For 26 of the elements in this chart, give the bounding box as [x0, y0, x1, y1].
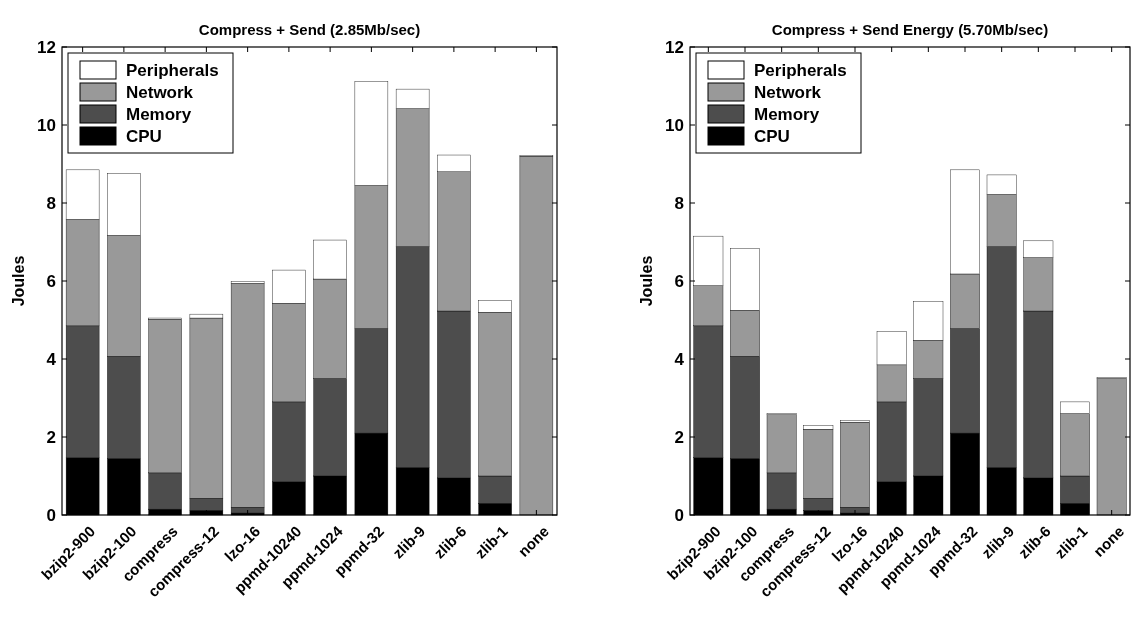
y-tick-label: 2 [674, 427, 684, 447]
legend-label: Peripherals [126, 60, 219, 80]
legend-label: CPU [754, 126, 790, 146]
y-tick-label: 10 [665, 115, 684, 135]
y-axis-title: Joules [638, 255, 655, 307]
y-tick-label: 6 [674, 271, 684, 291]
y-tick-label: 8 [46, 193, 56, 213]
chart-title: Compress + Send (2.85Mb/sec) [198, 21, 421, 38]
legend-label: Network [754, 82, 822, 102]
legend-label: Peripherals [754, 60, 847, 80]
y-axis-title: Joules [10, 255, 27, 307]
y-tick-label: 0 [46, 505, 56, 525]
legend-label: Memory [126, 104, 192, 124]
y-tick-label: 0 [674, 505, 684, 525]
y-tick-label: 4 [46, 349, 57, 369]
y-tick-label: 10 [37, 115, 56, 135]
legend-label: Network [126, 82, 194, 102]
y-tick-label: 8 [674, 193, 684, 213]
chart-title: Compress + Send Energy (5.70Mb/sec) [771, 21, 1049, 38]
y-tick-label: 4 [674, 349, 685, 369]
y-tick-label: 12 [665, 37, 684, 57]
y-tick-label: 6 [46, 271, 56, 291]
y-tick-label: 12 [37, 37, 56, 57]
y-tick-label: 2 [46, 427, 56, 447]
legend-label: CPU [126, 126, 162, 146]
legend-label: Memory [754, 104, 820, 124]
